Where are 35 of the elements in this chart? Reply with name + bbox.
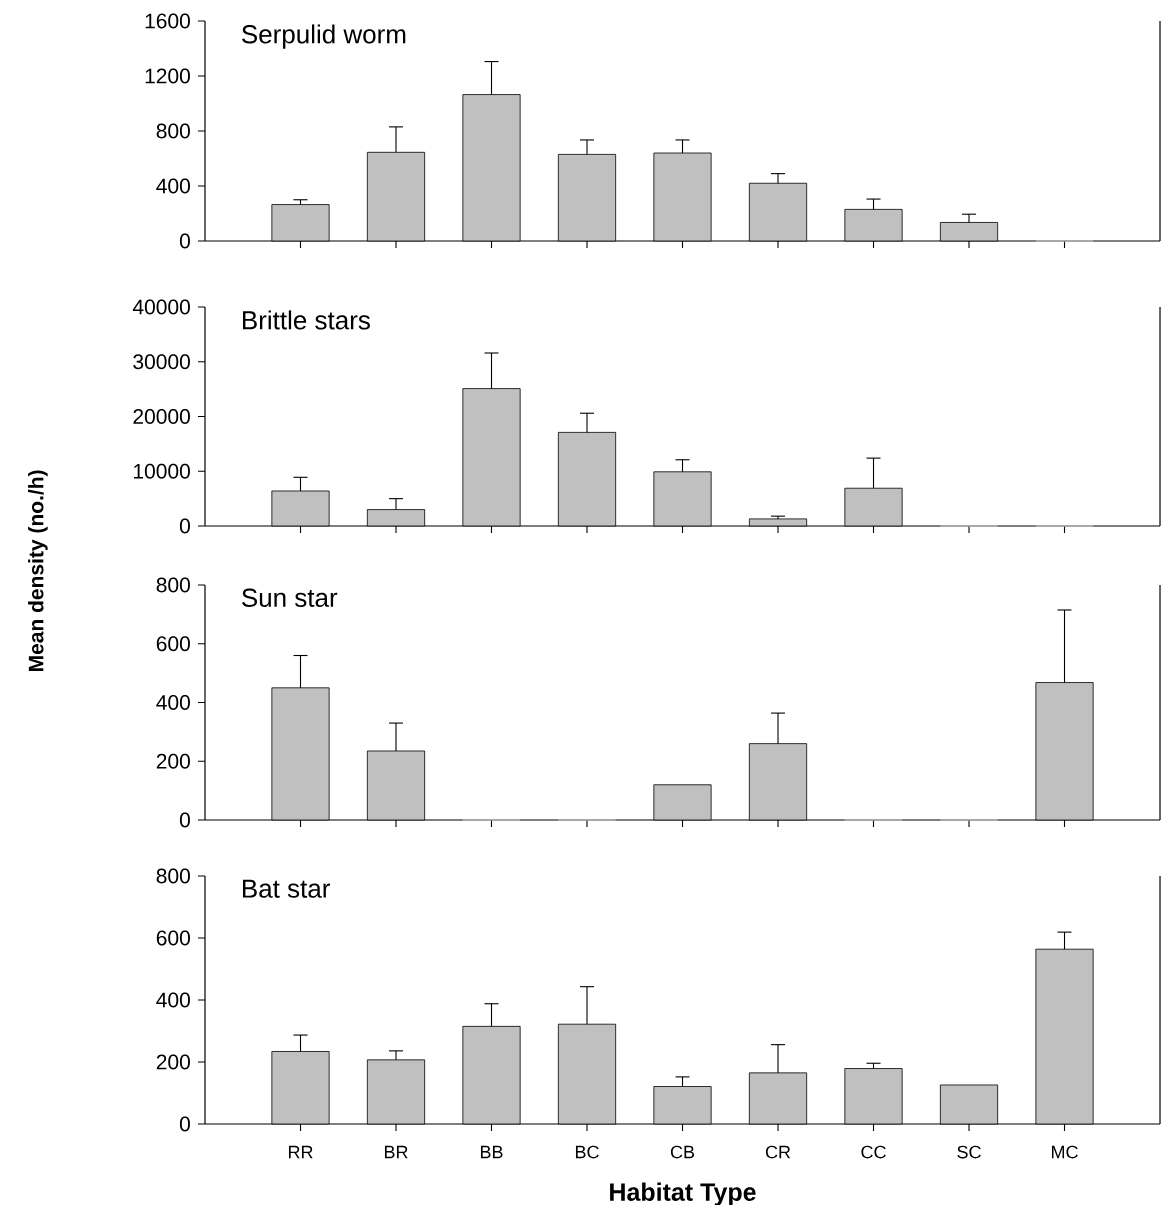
y-tick-label: 1200: [145, 68, 190, 84]
y-tick-label: 0: [179, 812, 190, 828]
chart-title: Sun star: [242, 588, 338, 607]
y-tick-label: 200: [156, 1054, 190, 1070]
y-tick-label: 400: [156, 695, 190, 710]
y-tick-label: 20000: [133, 409, 190, 424]
y-tick-label: 400: [156, 992, 190, 1008]
y-tick-label: 800: [156, 123, 190, 139]
y-tick-label: 800: [156, 868, 190, 884]
x-tick-label: MC: [1051, 1145, 1078, 1159]
y-tick-label: 600: [156, 930, 190, 946]
x-tick-label: BR: [384, 1145, 408, 1159]
x-tick-label: RR: [288, 1145, 313, 1159]
y-tick-label: 0: [179, 233, 190, 249]
chart-title: Brittle stars: [242, 310, 370, 330]
y-tick-label: 600: [156, 636, 190, 652]
x-tick-label: BB: [480, 1145, 503, 1159]
y-tick-label: 200: [156, 753, 190, 769]
y-tick-label: 10000: [134, 463, 190, 479]
y-tick-label: 30000: [133, 354, 190, 370]
y-tick-label: 400: [156, 178, 190, 194]
x-tick-label: CC: [861, 1145, 886, 1159]
y-tick-label: 0: [179, 518, 190, 534]
chart-title: Bat star: [242, 879, 330, 898]
x-axis-title: Habitat Type: [610, 1182, 756, 1205]
chart-title: Serpulid worm: [242, 24, 406, 49]
y-tick-label: 1600: [145, 13, 190, 29]
x-tick-label: BC: [575, 1145, 599, 1159]
y-tick-label: 40000: [132, 299, 190, 315]
y-tick-label: 800: [156, 577, 190, 593]
x-tick-label: CR: [765, 1145, 791, 1159]
y-axis-title: Mean density (no./h): [28, 470, 48, 672]
x-tick-label: SC: [957, 1145, 981, 1159]
y-tick-label: 0: [179, 1116, 190, 1132]
x-tick-label: CB: [670, 1145, 695, 1159]
